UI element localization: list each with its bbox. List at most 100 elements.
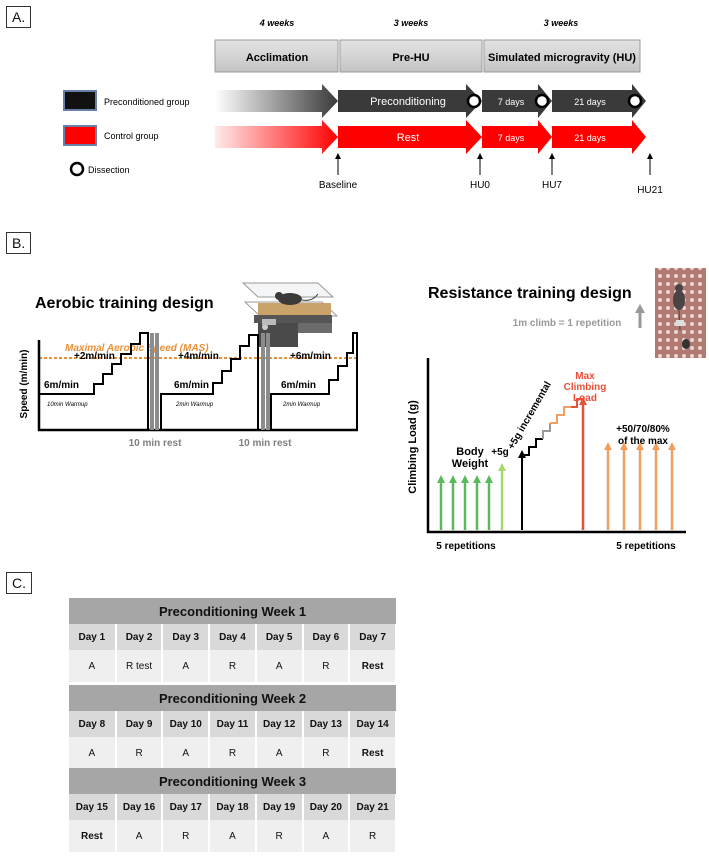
precond-acclimation-arrow — [215, 84, 338, 118]
dissection-icon-hu21 — [627, 93, 643, 109]
control-hu-long-label: 21 days — [574, 133, 606, 143]
legend-dissection-label: Dissection — [88, 165, 130, 175]
aerobic-increment-3: +6m/min — [290, 351, 331, 362]
aerobic-rest-bars — [150, 333, 270, 430]
aerobic-rest-label-1: 10 min rest — [129, 438, 182, 449]
incremental-stairs-black — [521, 438, 543, 530]
aerobic-warmup-1: 10min Warmup — [47, 402, 88, 408]
aerobic-rest-label-2: 10 min rest — [239, 438, 292, 449]
phase-prehu-label: Pre-HU — [392, 52, 429, 64]
dissection-icon-hu0 — [466, 93, 482, 109]
duration-prehu: 3 weeks — [394, 18, 429, 28]
week-2-activity: R — [209, 737, 257, 769]
week-1-activity: A — [69, 650, 117, 682]
week-1-day: Day 1 — [69, 624, 117, 650]
panel-label-c: C. — [6, 572, 32, 594]
week-2-day: Day 13 — [302, 711, 351, 737]
control-phase-label: Rest — [397, 132, 420, 144]
week-2-activity: R — [115, 737, 164, 769]
week-2-activity: A — [69, 737, 117, 769]
phase-acclimation-label: Acclimation — [246, 52, 309, 64]
legend-preconditioned-label: Preconditioned group — [104, 97, 190, 107]
control-hu-short-label: 7 days — [498, 133, 525, 143]
week-2-title: Preconditioning Week 2 — [69, 685, 396, 711]
week-3-activity: R — [162, 820, 211, 852]
week-1-activity: A — [255, 650, 304, 682]
precond-phase-label: Preconditioning — [370, 96, 446, 108]
legend-dissection-icon — [69, 161, 85, 177]
week-3-day: Day 16 — [115, 794, 164, 820]
week-3-activity: R — [349, 820, 397, 852]
legend-swatch-preconditioned — [63, 90, 97, 111]
week-1-title: Preconditioning Week 1 — [69, 598, 396, 624]
control-acclimation-arrow — [215, 120, 338, 154]
week-2-day: Day 10 — [162, 711, 211, 737]
aerobic-start-speed-2: 6m/min — [174, 380, 209, 391]
week-2-day: Day 12 — [255, 711, 304, 737]
body-weight-label: Body Weight — [452, 446, 489, 470]
week-3-day: Day 15 — [69, 794, 117, 820]
timepoint-baseline: Baseline — [319, 180, 358, 191]
week-1-day: Day 6 — [302, 624, 351, 650]
resistance-arrows — [437, 397, 676, 530]
week-3-day: Day 20 — [302, 794, 351, 820]
incremental-label: +5g incremental — [506, 380, 554, 452]
week-3-day: Day 21 — [349, 794, 397, 820]
precond-hu7-arrow — [482, 84, 552, 118]
schedule-week-2: Preconditioning Week 2 Day 8 Day 9 Day 1… — [69, 685, 397, 769]
aerobic-increment-1: +2m/min — [74, 351, 115, 362]
legend-control-label: Control group — [104, 131, 159, 141]
week-3-activity: A — [209, 820, 257, 852]
figure-canvas: 4 weeks 3 weeks 3 weeks Acclimation Pre-… — [19, 18, 706, 552]
schedule-week-1: Preconditioning Week 1 Day 1 Day 2 Day 3… — [69, 598, 397, 682]
precond-preconditioning-arrow — [338, 84, 482, 118]
aerobic-title: Aerobic training design — [35, 295, 214, 312]
reps-right-label: 5 repetitions — [616, 541, 676, 552]
climbing-ladder-image — [655, 268, 706, 358]
week-2-day: Day 11 — [209, 711, 257, 737]
week-2-activity: A — [162, 737, 211, 769]
control-hu7-arrow — [482, 120, 552, 154]
max-load-label: Max Climbing Load — [564, 371, 607, 404]
aerobic-step-profile-1 — [39, 332, 149, 430]
week-3-activity: A — [115, 820, 164, 852]
week-1-day: Day 4 — [209, 624, 257, 650]
percent-max-label: +50/70/80% of the max — [616, 424, 670, 447]
week-1-day: Day 2 — [115, 624, 164, 650]
timepoint-hu21: HU21 — [637, 185, 663, 196]
precond-hu-long-label: 21 days — [574, 97, 606, 107]
week-1-activity: R test — [115, 650, 164, 682]
week-3-day: Day 17 — [162, 794, 211, 820]
body-weight-arrow-head — [461, 475, 469, 483]
week-3-activity: A — [302, 820, 351, 852]
phase-box-acclimation — [214, 39, 339, 73]
week-2-activity: R — [302, 737, 351, 769]
schedule-week-3: Preconditioning Week 3 Day 15 Day 16 Day… — [69, 768, 397, 852]
week-2-activity: A — [255, 737, 304, 769]
precond-hu-short-label: 7 days — [498, 97, 525, 107]
week-1-day: Day 5 — [255, 624, 304, 650]
max-load-arrow-head — [579, 397, 587, 405]
incremental-stairs-grey — [542, 423, 551, 439]
duration-acclimation: 4 weeks — [259, 18, 295, 28]
percent-max-arrow-head — [668, 442, 676, 450]
phase-box-prehu — [339, 39, 483, 73]
week-3-title: Preconditioning Week 3 — [69, 768, 396, 794]
mas-label: Maximal Aerobic Speed (MAS) — [65, 343, 209, 354]
percent-max-arrow-head — [620, 442, 628, 450]
legend-swatch-control — [63, 125, 97, 146]
body-weight-arrow-head — [449, 475, 457, 483]
timepoint-hu0: HU0 — [470, 180, 490, 191]
week-2-activity: Rest — [349, 737, 397, 769]
duration-hu: 3 weeks — [544, 18, 579, 28]
week-1-activity: R — [302, 650, 351, 682]
body-weight-arrow-head — [485, 475, 493, 483]
aerobic-start-speed-3: 6m/min — [281, 380, 316, 391]
phase-box-hu — [483, 39, 641, 73]
body-weight-arrow-head — [437, 475, 445, 483]
rep-note-arrowhead — [635, 304, 645, 313]
panel-label-a: A. — [6, 6, 32, 28]
week-2-day: Day 9 — [115, 711, 164, 737]
phase-hu-label: Simulated microgravity (HU) — [488, 52, 636, 64]
week-1-activity: Rest — [349, 650, 397, 682]
